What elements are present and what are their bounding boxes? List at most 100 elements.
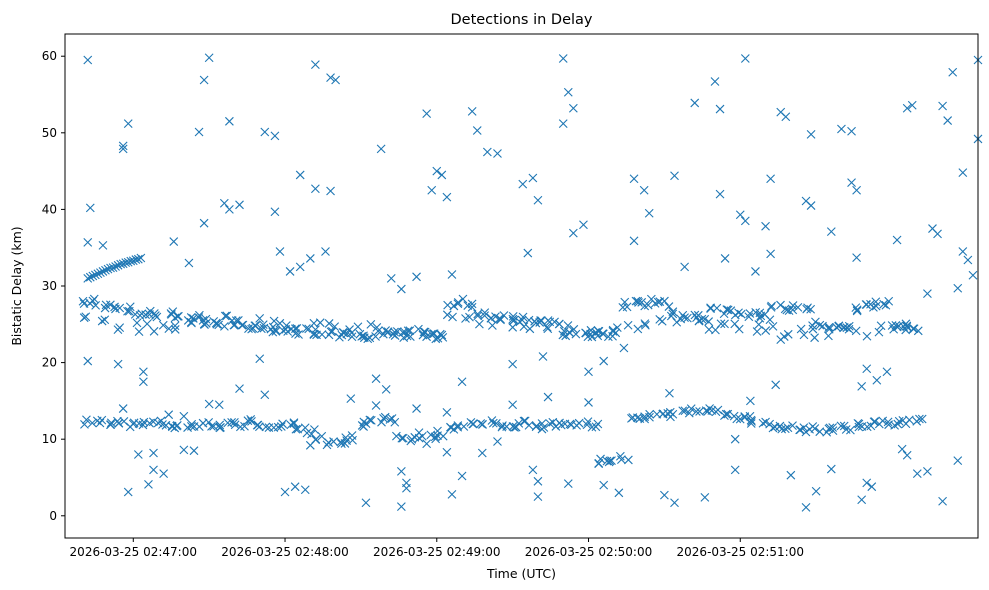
data-point: [806, 129, 816, 139]
data-point: [719, 309, 729, 319]
data-point: [473, 311, 483, 321]
data-point: [366, 320, 376, 329]
data-point: [486, 313, 496, 323]
data-point: [161, 420, 171, 430]
data-point: [640, 301, 650, 311]
data-point: [209, 316, 219, 326]
data-point: [204, 53, 214, 63]
data-point: [131, 255, 141, 264]
data-point: [963, 255, 973, 265]
data-point: [569, 324, 579, 334]
data-point: [91, 301, 101, 310]
data-point: [119, 416, 129, 426]
data-point: [591, 422, 601, 432]
data-point: [771, 380, 781, 390]
data-point: [337, 439, 346, 449]
data-point: [776, 335, 786, 345]
data-point: [341, 433, 351, 443]
data-point: [222, 311, 232, 321]
data-point: [634, 298, 643, 307]
data-point: [83, 356, 93, 366]
data-point: [640, 319, 650, 329]
data-point: [706, 304, 716, 313]
data-point: [447, 270, 457, 279]
data-point: [170, 321, 180, 331]
data-point: [815, 320, 825, 330]
data-point: [194, 127, 204, 137]
y-tick-label: 10: [42, 432, 57, 446]
data-point: [493, 149, 502, 158]
data-point: [255, 354, 265, 364]
data-point: [533, 492, 543, 502]
data-point: [118, 404, 128, 413]
data-point: [100, 315, 110, 325]
data-point: [201, 314, 211, 324]
data-point: [923, 289, 932, 299]
data-point: [615, 451, 625, 461]
data-point: [276, 422, 286, 431]
data-point: [715, 104, 725, 114]
data-point: [310, 184, 320, 194]
data-point: [123, 306, 132, 316]
data-point: [121, 258, 131, 268]
data-point: [396, 502, 406, 511]
data-point: [255, 314, 265, 323]
data-point: [118, 259, 128, 269]
data-point: [617, 455, 626, 465]
data-point: [723, 409, 733, 419]
data-point: [508, 314, 518, 324]
data-point: [85, 203, 95, 213]
data-point: [730, 434, 740, 444]
data-point: [289, 418, 299, 428]
data-point: [574, 418, 584, 428]
data-point: [672, 317, 682, 327]
data-point: [103, 264, 113, 274]
data-point: [746, 419, 756, 428]
data-point: [810, 424, 820, 433]
data-point: [187, 422, 196, 431]
data-point: [230, 418, 239, 427]
data-point: [627, 414, 636, 423]
y-tick-label: 60: [42, 49, 57, 63]
data-point: [390, 331, 400, 340]
data-point: [418, 330, 428, 340]
data-point: [487, 416, 497, 425]
data-point: [862, 422, 872, 432]
data-point: [874, 327, 884, 337]
data-point: [796, 324, 806, 334]
data-point: [233, 316, 243, 325]
data-point: [128, 256, 138, 266]
data-point: [97, 316, 107, 326]
data-point: [808, 321, 817, 330]
data-point: [194, 310, 204, 320]
data-point: [533, 476, 543, 486]
data-point: [853, 419, 863, 428]
data-point: [543, 392, 553, 402]
data-point: [235, 200, 244, 210]
data-point: [85, 272, 95, 282]
data-point: [290, 482, 300, 492]
data-point: [897, 444, 907, 454]
data-point: [847, 126, 856, 136]
data-point: [253, 420, 263, 430]
data-point: [599, 356, 609, 366]
data-point: [883, 417, 893, 427]
data-point: [871, 301, 881, 311]
data-point: [448, 312, 457, 322]
data-point: [164, 410, 174, 420]
data-point: [457, 471, 467, 481]
data-point: [761, 221, 770, 231]
data-point: [786, 470, 796, 480]
data-point: [189, 422, 199, 431]
data-point: [766, 174, 776, 184]
x-tick-label: 2026-03-25 02:48:00: [221, 545, 348, 559]
data-point: [493, 437, 502, 446]
y-tick-label: 20: [42, 356, 57, 370]
data-point: [392, 431, 401, 441]
data-point: [270, 131, 280, 141]
data-point: [422, 109, 432, 119]
data-point: [756, 311, 766, 321]
data-point: [230, 420, 240, 430]
data-point: [321, 247, 330, 256]
data-point: [113, 325, 123, 335]
